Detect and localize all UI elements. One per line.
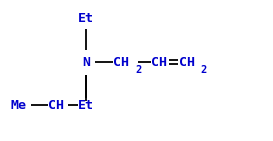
Text: CH: CH (48, 99, 64, 112)
Text: CH: CH (152, 56, 167, 69)
Text: Et: Et (78, 12, 94, 25)
Text: CH: CH (113, 56, 129, 69)
Text: 2: 2 (135, 66, 141, 75)
Text: 2: 2 (200, 66, 207, 75)
Text: N: N (82, 56, 90, 69)
Text: Me: Me (10, 99, 26, 112)
Text: Et: Et (78, 99, 94, 112)
Text: CH: CH (179, 56, 195, 69)
